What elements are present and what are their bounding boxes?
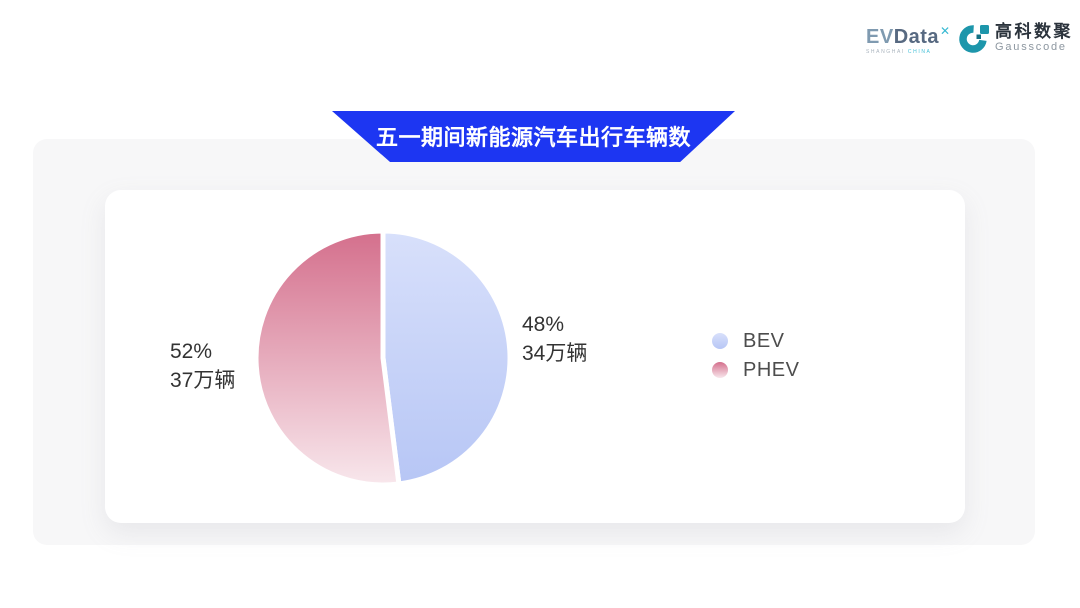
- evdata-subtitle-left: SHANGHAI: [866, 49, 905, 55]
- label-phev-percent: 52%: [170, 340, 213, 363]
- gausscode-logo: 高科数聚 Gausscode: [958, 22, 1073, 54]
- legend: BEV PHEV: [712, 328, 799, 383]
- legend-dot-bev: [712, 333, 728, 349]
- legend-label-phev: PHEV: [743, 358, 800, 381]
- evdata-subtitle: SHANGHAI CHINA: [866, 49, 961, 55]
- label-bev-value: 34万辆: [522, 342, 588, 365]
- legend-label-bev: BEV: [743, 329, 785, 352]
- label-phev-value: 37万辆: [170, 369, 236, 392]
- label-bev: 48% 34万辆: [522, 310, 587, 368]
- pie-slice-phev[interactable]: [253, 228, 402, 488]
- evdata-logo: EVData✕ SHANGHAI CHINA: [866, 21, 961, 55]
- legend-item-phev[interactable]: PHEV: [712, 357, 799, 383]
- gausscode-name-en: Gausscode: [995, 41, 1067, 53]
- gausscode-g-icon: [959, 25, 989, 53]
- evdata-wordmark: EVData✕: [866, 21, 961, 47]
- evdata-x-icon: ✕: [940, 24, 951, 38]
- legend-dot-phev: [712, 362, 728, 378]
- pie-slice-bev[interactable]: [380, 228, 513, 487]
- pie-chart-svg: [253, 228, 513, 488]
- title-banner: 五一期间新能源汽车出行车辆数: [332, 111, 735, 162]
- evdata-data-text: Data: [893, 26, 940, 48]
- label-phev: 52% 37万辆: [170, 337, 235, 395]
- gausscode-text: 高科数聚 Gausscode: [995, 22, 1073, 54]
- gausscode-name-cn: 高科数聚: [995, 22, 1073, 41]
- pie-chart: [253, 228, 513, 488]
- evdata-ev-text: EV: [866, 26, 894, 48]
- page-title: 五一期间新能源汽车出行车辆数: [375, 124, 691, 150]
- legend-item-bev[interactable]: BEV: [712, 328, 799, 354]
- label-bev-percent: 48%: [522, 313, 565, 336]
- evdata-subtitle-right: CHINA: [907, 49, 932, 55]
- chart-card: [105, 190, 965, 523]
